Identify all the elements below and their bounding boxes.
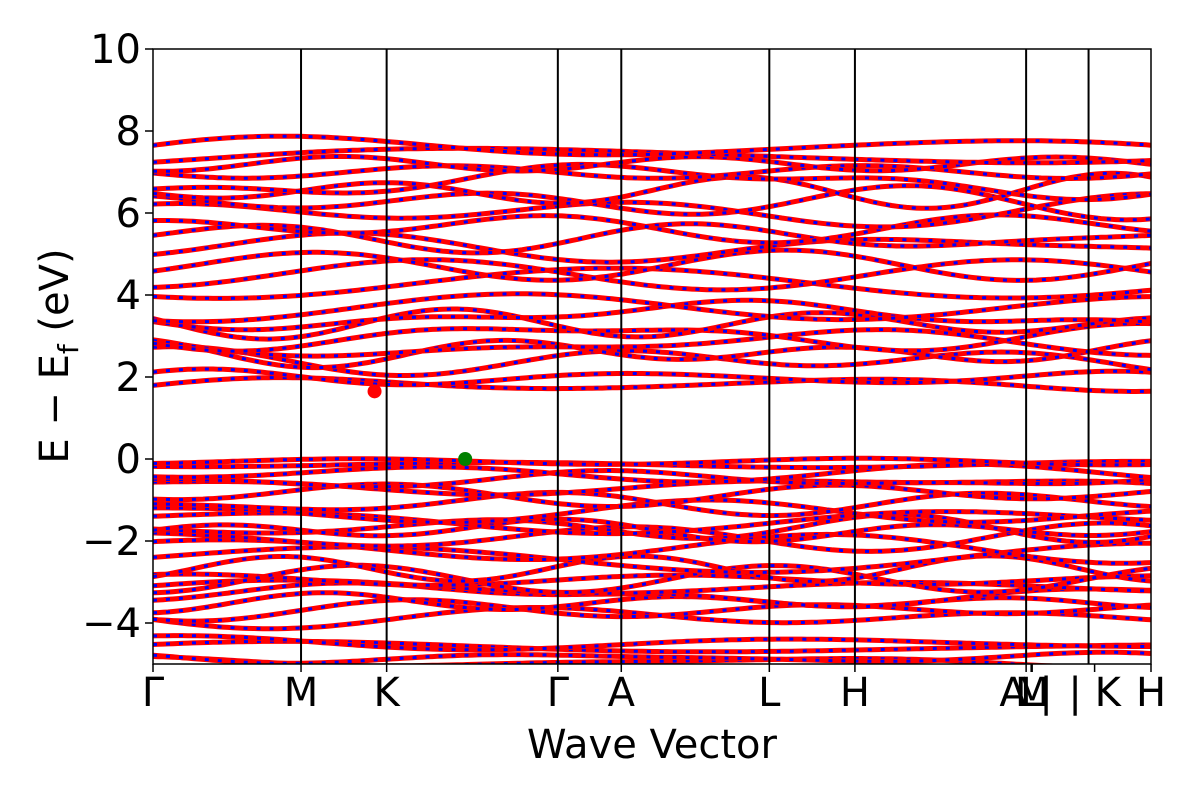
band-line-25 xyxy=(153,455,1151,468)
band-line-overlay-33 xyxy=(153,298,1151,332)
band-line-43 xyxy=(153,170,1151,211)
band-line-overlay-12 xyxy=(153,541,1151,574)
x-tick-label-0: Γ xyxy=(142,670,165,716)
marker-cbm xyxy=(367,384,382,399)
x-tick-label-9: M xyxy=(1015,670,1050,716)
band-lines xyxy=(153,133,1151,664)
band-line-overlay-27 xyxy=(153,367,1151,387)
x-tick-label-1: M xyxy=(284,670,319,716)
band-line-overlay-44 xyxy=(153,162,1151,202)
y-tick-label-3: 2 xyxy=(116,355,141,401)
band-line-overlay-3 xyxy=(153,650,1151,664)
band-line-overlay-47 xyxy=(153,146,1151,165)
band-line-overlay-16 xyxy=(153,517,1151,544)
band-line-overlay-45 xyxy=(153,164,1151,180)
band-line-overlay-7 xyxy=(153,581,1151,609)
x-tick-label-5: L xyxy=(758,670,781,716)
x-tick-label-4: A xyxy=(608,670,636,716)
x-tick-label-11: H xyxy=(1136,670,1166,716)
band-line-overlay-26 xyxy=(153,376,1151,393)
y-tick-label-0: −4 xyxy=(82,601,141,647)
y-tick-label-6: 8 xyxy=(116,109,141,155)
y-tick-label-5: 6 xyxy=(116,191,141,237)
band-line-overlay-5 xyxy=(153,598,1151,623)
band-line-overlay-22 xyxy=(153,469,1151,489)
x-tick-label-6: H xyxy=(840,670,870,716)
band-line-overlay-2 xyxy=(153,655,1042,664)
x-axis-label: Wave Vector xyxy=(527,722,778,768)
y-tick-label-1: −2 xyxy=(82,519,141,565)
band-line-overlay-9 xyxy=(153,572,1151,587)
y-tick-label-7: 10 xyxy=(90,27,141,73)
band-line-overlay-1 xyxy=(153,634,1151,652)
x-tick-label-8: L xyxy=(1020,670,1043,716)
marker-vbm xyxy=(458,452,473,466)
y-axis-label: E − Ef (eV) xyxy=(32,248,85,463)
band-line-44 xyxy=(153,161,1151,203)
band-line-37 xyxy=(153,247,1151,283)
y-axis-label-main: E − E xyxy=(32,354,78,464)
band-line-overlay-34 xyxy=(153,292,1151,324)
y-tick-label-4: 4 xyxy=(116,273,141,319)
x-tick-label-10: | K xyxy=(1068,670,1122,716)
x-tick-label-2: K xyxy=(374,670,402,716)
band-line-42 xyxy=(153,183,1151,223)
y-axis-label-tail: (eV) xyxy=(32,248,78,344)
band-line-overlay-48 xyxy=(153,134,1151,157)
band-line-overlay-31 xyxy=(153,322,1151,353)
band-line-overlay-18 xyxy=(153,498,1151,524)
band-line-overlay-19 xyxy=(153,490,1151,518)
y-axis-ticks: −4 −2 0 2 4 6 8 10 xyxy=(82,27,153,647)
band-edge-markers xyxy=(367,384,473,466)
high-symmetry-lines xyxy=(300,49,1090,664)
x-tick-label-7: A | xyxy=(999,670,1053,716)
band-line-overlay-41 xyxy=(153,192,1151,229)
band-line-overlay-6 xyxy=(153,591,1151,615)
band-line-overlay-29 xyxy=(153,338,1151,370)
band-line-overlay-17 xyxy=(153,510,1151,536)
band-line-overlay-35 xyxy=(153,266,1151,300)
x-tick-label-3: Γ xyxy=(547,670,570,716)
band-line-overlay-14 xyxy=(153,521,1151,553)
y-tick-label-2: 0 xyxy=(116,437,141,483)
band-line-10 xyxy=(153,562,1151,596)
y-axis-label-subscript: f xyxy=(52,343,85,354)
band-line-overlay-30 xyxy=(153,328,1151,358)
band-line-36 xyxy=(153,257,1151,293)
band-line-overlay-13 xyxy=(153,532,1151,565)
band-line-overlay-20 xyxy=(153,482,1151,508)
plot-frame xyxy=(152,48,1152,665)
band-line-32 xyxy=(153,306,1151,342)
